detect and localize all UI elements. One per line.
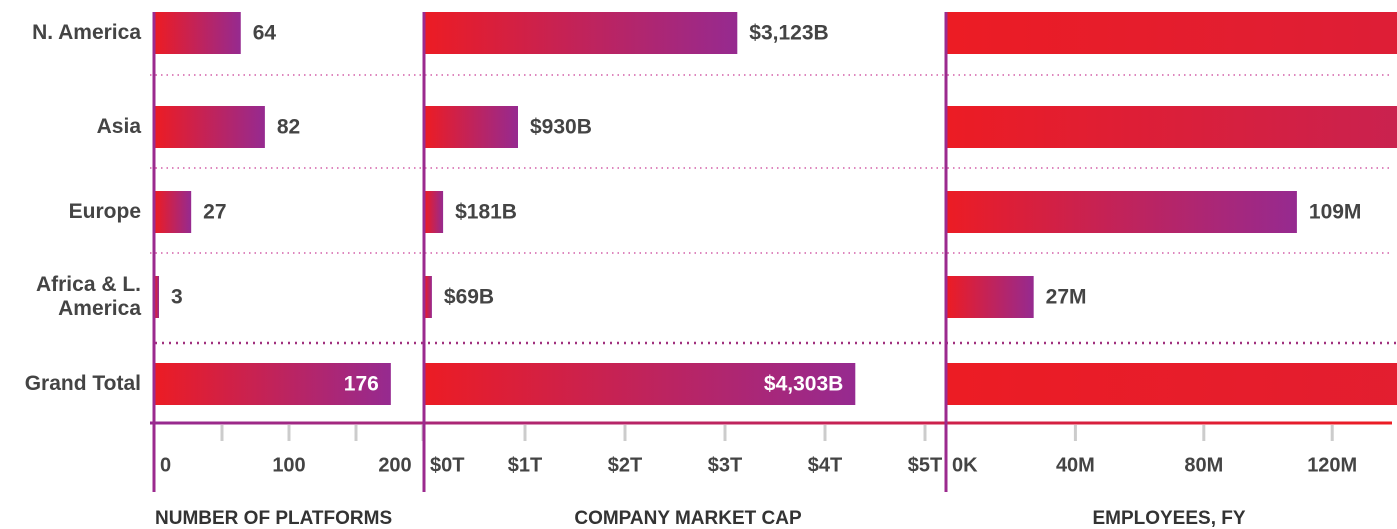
x-tick-label: $5T [908, 454, 942, 476]
value-label: 3 [171, 286, 183, 309]
x-tick-label: 200 [378, 454, 411, 476]
value-label: $930B [530, 116, 592, 139]
bar [155, 276, 160, 318]
value-label: $4,303B [764, 373, 843, 396]
bar [425, 276, 432, 318]
x-tick-label: 0K [952, 454, 978, 476]
x-tick-label: $3T [708, 454, 742, 476]
bar [947, 12, 1397, 54]
x-tick-label: $2T [608, 454, 642, 476]
x-tick-label: 100 [272, 454, 305, 476]
x-tick-label: $1T [508, 454, 542, 476]
bar [947, 363, 1397, 405]
value-label: $3,123B [749, 22, 828, 45]
x-tick-label: $0T [430, 454, 464, 476]
bar [425, 363, 856, 405]
value-label: 82 [277, 116, 300, 139]
bar [155, 106, 265, 148]
value-label: $181B [455, 201, 517, 224]
category-label: Grand Total [24, 372, 141, 395]
bar [947, 106, 1397, 148]
category-label: Asia [96, 115, 141, 138]
bar [425, 12, 738, 54]
x-tick-label: 40M [1056, 454, 1095, 476]
bar [425, 191, 444, 233]
axis-title: EMPLOYEES, FY [1092, 508, 1245, 529]
value-label: 64 [253, 22, 277, 45]
bar [155, 12, 241, 54]
axis-title: COMPANY MARKET CAP [574, 508, 802, 529]
axis-title: NUMBER OF PLATFORMS [155, 508, 392, 529]
value-label: 27 [203, 201, 226, 224]
bar [947, 191, 1297, 233]
x-tick-label: 120M [1307, 454, 1357, 476]
value-label: 109M [1309, 201, 1362, 224]
category-label: Africa & L. America [35, 273, 141, 320]
bar [155, 363, 391, 405]
value-label: 176 [344, 373, 379, 396]
x-tick-label: 0 [160, 454, 171, 476]
value-label: 27M [1046, 286, 1087, 309]
bar [425, 106, 518, 148]
x-tick-label: 80M [1184, 454, 1223, 476]
bar [155, 191, 192, 233]
value-label: $69B [444, 286, 494, 309]
bar [947, 276, 1034, 318]
category-label: N. America [32, 21, 141, 44]
category-label: Europe [68, 200, 141, 223]
x-tick-label: $4T [808, 454, 842, 476]
